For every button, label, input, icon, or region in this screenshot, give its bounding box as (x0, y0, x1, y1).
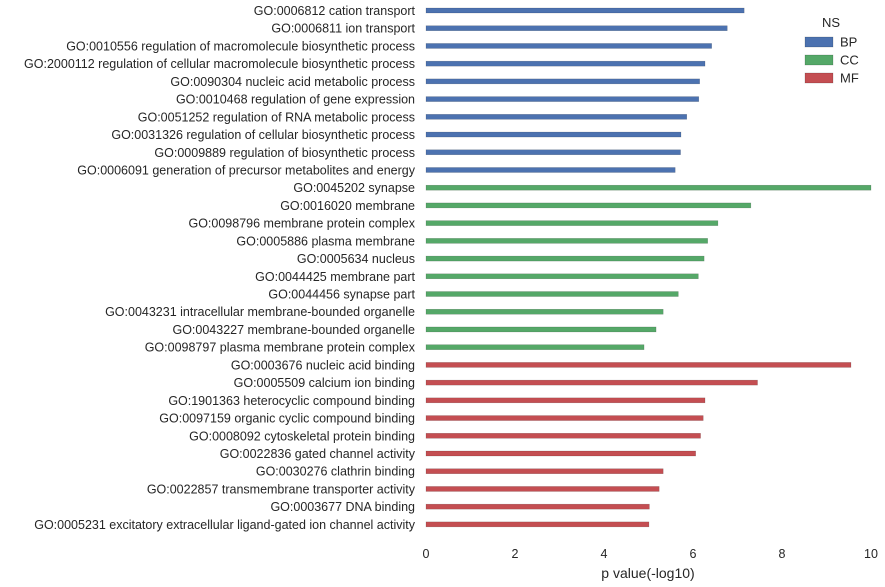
bar-mf (425, 433, 701, 439)
x-tick-label: 8 (779, 547, 786, 561)
bar-bp (425, 167, 676, 173)
x-tick-label: 0 (423, 547, 430, 561)
bar-bp (425, 131, 682, 138)
category-label: GO:0043227 membrane-bounded organelle (172, 323, 415, 337)
category-label: GO:0010468 regulation of gene expression (176, 93, 415, 107)
bars-layer (425, 7, 872, 528)
bar-cc (425, 255, 705, 262)
category-label: GO:0044456 synapse part (268, 288, 415, 302)
category-label: GO:0003676 nucleic acid binding (231, 358, 415, 372)
category-label: GO:2000112 regulation of cellular macrom… (24, 57, 415, 71)
legend: NS BP CC MF (804, 15, 859, 86)
bar-mf (425, 486, 660, 492)
category-label: GO:0006091 generation of precursor metab… (77, 163, 415, 177)
bar-mf (425, 450, 696, 457)
bar-mf (425, 379, 758, 386)
category-label: GO:0008092 cytoskeletal protein binding (189, 429, 415, 443)
legend-label-bp: BP (840, 35, 857, 50)
bar-cc (425, 220, 719, 226)
bar-cc (425, 184, 872, 191)
bar-mf (425, 503, 650, 510)
x-tick-label: 6 (690, 547, 697, 561)
category-label: GO:0005886 plasma membrane (236, 234, 415, 248)
category-label: GO:0030276 clathrin binding (256, 465, 415, 479)
bar-bp (425, 114, 688, 120)
category-label: GO:0045202 synapse (293, 181, 415, 195)
legend-label-cc: CC (840, 53, 859, 68)
bar-cc (425, 202, 752, 209)
bar-mf (425, 362, 852, 368)
bar-cc (425, 308, 664, 315)
category-label: GO:0005231 excitatory extracellular liga… (34, 518, 416, 532)
category-label: GO:0044425 membrane part (255, 270, 415, 284)
bar-bp (425, 60, 706, 67)
category-label: GO:0005634 nucleus (297, 252, 415, 266)
bar-bp (425, 43, 712, 49)
bar-mf (425, 415, 704, 421)
bar-bp (425, 25, 728, 31)
category-label: GO:0010556 regulation of macromolecule b… (66, 39, 415, 53)
bar-bp (425, 96, 700, 102)
bar-cc (425, 344, 645, 350)
bar-mf (425, 397, 706, 404)
category-label: GO:0098797 plasma membrane protein compl… (145, 341, 416, 355)
x-tick-label: 2 (512, 547, 519, 561)
category-label: GO:0022836 gated channel activity (220, 447, 416, 461)
bar-cc (425, 273, 699, 280)
category-label: GO:0031326 regulation of cellular biosyn… (111, 128, 415, 142)
x-tick-label: 4 (601, 547, 608, 561)
category-label: GO:0005509 calcium ion binding (234, 376, 415, 390)
legend-title: NS (822, 15, 840, 30)
bar-cc (425, 238, 708, 244)
bar-bp (425, 78, 700, 85)
category-label: GO:0090304 nucleic acid metabolic proces… (170, 75, 415, 89)
category-label: GO:1901363 heterocyclic compound binding (168, 394, 415, 408)
category-label: GO:0097159 organic cyclic compound bindi… (159, 412, 415, 426)
category-label: GO:0098796 membrane protein complex (188, 217, 415, 231)
legend-entries: BP CC MF (804, 35, 859, 86)
bar-bp (425, 7, 745, 14)
category-label: GO:0009889 regulation of biosynthetic pr… (154, 146, 415, 160)
x-axis-ticks: 0 2 4 6 8 10 (423, 547, 878, 561)
category-labels: GO:0006812 cation transport GO:0006811 io… (24, 4, 416, 532)
bar-cc (425, 291, 679, 297)
x-tick-label: 10 (864, 547, 878, 561)
bar-bp (425, 149, 681, 156)
category-label: GO:0006811 ion transport (271, 22, 415, 36)
bar-mf (425, 468, 664, 474)
category-label: GO:0006812 cation transport (254, 4, 416, 18)
category-label: GO:0051252 regulation of RNA metabolic p… (138, 110, 415, 124)
legend-swatch-bp (804, 36, 834, 48)
bar-cc (425, 326, 657, 333)
category-label: GO:0003677 DNA binding (270, 500, 415, 514)
bar-mf (425, 521, 650, 528)
x-axis-label: p value(-log10) (601, 565, 694, 581)
category-label: GO:0043231 intracellular membrane-bounde… (105, 305, 415, 319)
category-label: GO:0016020 membrane (280, 199, 415, 213)
category-label: GO:0022857 transmembrane transporter act… (147, 482, 416, 496)
legend-swatch-mf (804, 72, 834, 84)
legend-label-mf: MF (840, 71, 859, 86)
legend-swatch-cc (804, 54, 834, 66)
